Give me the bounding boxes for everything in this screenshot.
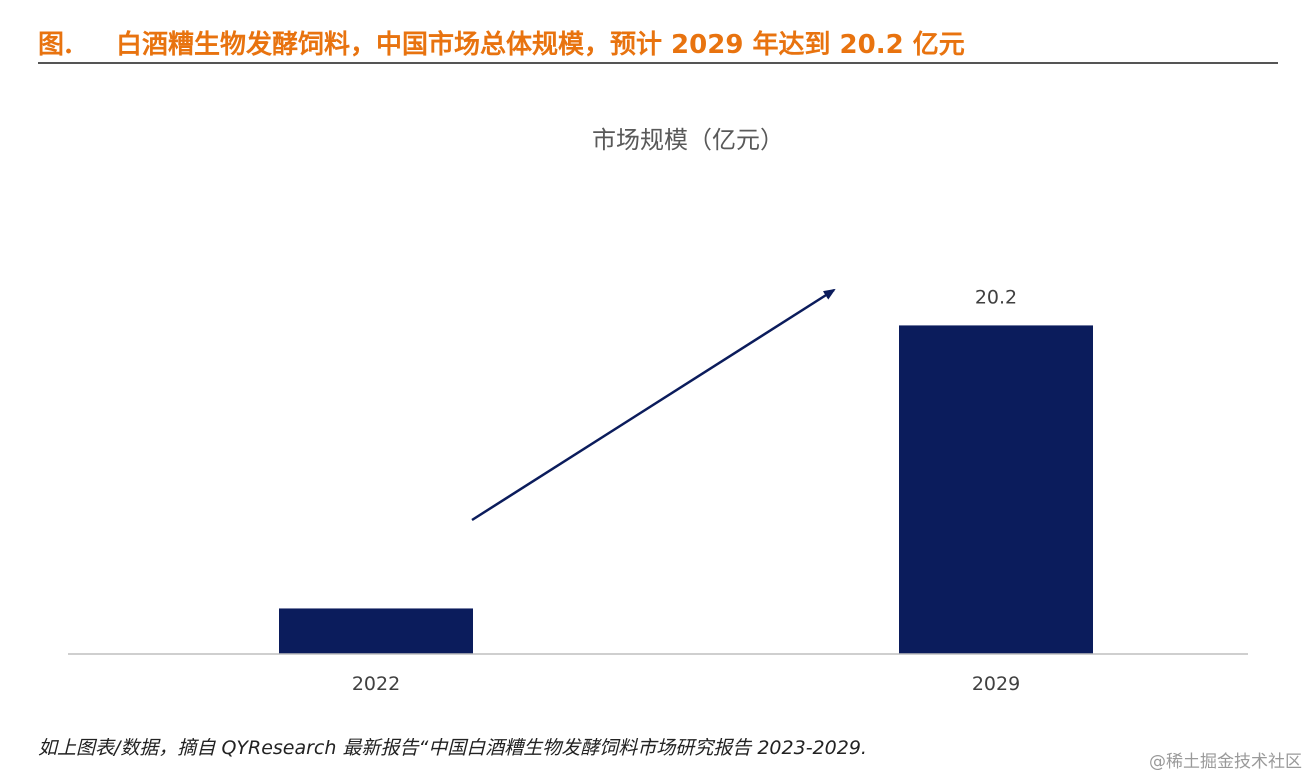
data-label-2029: 20.2 xyxy=(975,286,1017,308)
x-tick-labels: 2022 2029 xyxy=(352,673,1020,695)
bar-2022 xyxy=(279,608,473,654)
bar-2029 xyxy=(899,325,1093,654)
bar-chart: 市场规模（亿元） 2022 2029 20.2 xyxy=(68,126,1248,695)
figure-label: 图. xyxy=(38,30,74,60)
x-tick-label-2022: 2022 xyxy=(352,673,400,695)
figure-title: 白酒糟生物发酵饲料，中国市场总体规模，预计 2029 年达到 20.2 亿元 xyxy=(116,30,965,60)
figure-header: 图. 白酒糟生物发酵饲料，中国市场总体规模，预计 2029 年达到 20.2 亿… xyxy=(38,22,1278,64)
source-note: 如上图表/数据，摘自 QYResearch 最新报告“中国白酒糟生物发酵饲料市场… xyxy=(38,737,867,759)
chart-area: 市场规模（亿元） 2022 2029 20.2 xyxy=(0,64,1316,714)
x-tick-label-2029: 2029 xyxy=(972,673,1020,695)
upward-trend-arrow xyxy=(471,288,836,522)
chart-title: 市场规模（亿元） xyxy=(592,126,784,154)
watermark: @稀土掘金技术社区 xyxy=(1149,752,1302,772)
bars-layer xyxy=(279,325,1093,654)
data-labels: 20.2 xyxy=(975,286,1017,308)
